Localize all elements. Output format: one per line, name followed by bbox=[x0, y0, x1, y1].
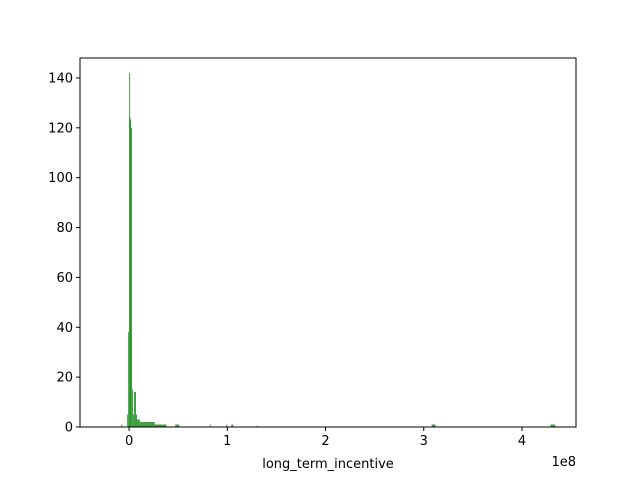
histogram-bar bbox=[127, 414, 129, 427]
x-axis-label: long_term_incentive bbox=[262, 457, 394, 472]
histogram-bar bbox=[431, 424, 436, 427]
histogram-bar bbox=[135, 392, 136, 427]
y-tick-label: 120 bbox=[48, 121, 73, 136]
histogram-bars bbox=[121, 72, 556, 428]
histogram-bar bbox=[550, 424, 556, 427]
x-axis: 0 1 2 3 4 bbox=[125, 427, 526, 449]
y-tick-label: 40 bbox=[56, 321, 73, 336]
y-tick-label: 100 bbox=[48, 171, 73, 186]
histogram-bar bbox=[133, 414, 135, 427]
y-axis: 0 20 40 60 80 100 120 140 bbox=[48, 71, 80, 436]
x-axis-offset-label: 1e8 bbox=[551, 455, 576, 470]
histogram-bar bbox=[132, 389, 134, 427]
x-tick-label: 1 bbox=[223, 434, 231, 449]
plot-frame bbox=[79, 57, 577, 428]
histogram-bar bbox=[209, 424, 211, 427]
histogram-bar bbox=[256, 425, 258, 427]
histogram-bar bbox=[226, 424, 228, 427]
x-tick-label: 4 bbox=[518, 434, 526, 449]
histogram-bar bbox=[131, 127, 133, 427]
histogram-bar bbox=[175, 424, 180, 427]
histogram-bar bbox=[142, 422, 147, 427]
histogram-bar bbox=[121, 424, 123, 427]
histogram-bar bbox=[130, 120, 132, 427]
histogram-bar bbox=[135, 414, 137, 427]
histogram-bar bbox=[137, 419, 140, 427]
histogram-bar bbox=[136, 419, 138, 427]
y-tick-label: 140 bbox=[48, 71, 73, 86]
histogram-bar bbox=[231, 424, 234, 427]
x-tick-label: 0 bbox=[125, 434, 133, 449]
x-tick-label: 3 bbox=[420, 434, 428, 449]
y-tick-label: 60 bbox=[56, 271, 73, 286]
histogram-bar bbox=[146, 422, 155, 427]
histogram-bar bbox=[139, 422, 143, 427]
y-tick-label: 20 bbox=[56, 371, 73, 386]
histogram-bar bbox=[134, 392, 136, 427]
histogram-bar bbox=[154, 424, 167, 427]
x-tick-label: 2 bbox=[321, 434, 329, 449]
y-tick-label: 0 bbox=[65, 421, 73, 436]
histogram-bar bbox=[128, 332, 130, 427]
y-tick-label: 80 bbox=[56, 221, 73, 236]
